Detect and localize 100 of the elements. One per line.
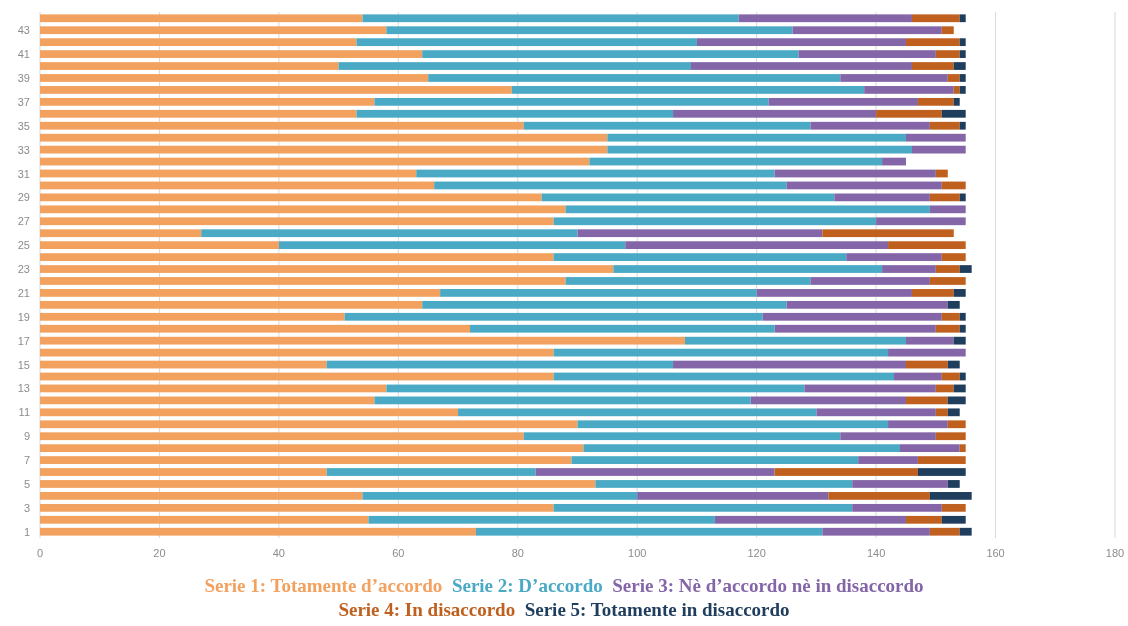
y-tick-label: 33 — [17, 143, 30, 156]
text: Serie 2: D’accordo — [442, 575, 603, 596]
x-tick-label: 0 — [36, 547, 44, 559]
bar — [386, 26, 793, 35]
bar — [959, 38, 966, 47]
y-tick-label: 31 — [17, 167, 30, 180]
y-tick-label: 23 — [17, 263, 30, 276]
bar — [40, 50, 423, 58]
bar — [929, 277, 966, 285]
bar — [374, 396, 751, 405]
bar — [888, 420, 948, 429]
bar — [911, 14, 960, 23]
bar — [40, 157, 590, 166]
bar — [607, 133, 906, 142]
bar — [440, 289, 757, 297]
bar — [929, 492, 972, 500]
bar — [511, 86, 865, 94]
bar — [374, 97, 769, 106]
bar — [953, 86, 960, 94]
y-tick-label: 43 — [17, 24, 30, 37]
bar — [905, 515, 942, 524]
bar — [40, 277, 566, 285]
bar — [941, 312, 960, 321]
y-tick-label: 7 — [23, 454, 30, 467]
bar — [941, 515, 966, 524]
y-tick-label: 41 — [17, 48, 30, 61]
bar — [368, 515, 715, 524]
bar — [762, 312, 942, 321]
bar — [959, 312, 966, 321]
bar — [428, 74, 841, 82]
bar — [40, 348, 554, 357]
bar — [911, 145, 966, 154]
bar — [905, 133, 966, 142]
bar — [947, 360, 960, 369]
bar — [953, 289, 966, 297]
bar — [362, 14, 739, 23]
bar — [941, 181, 966, 190]
bar — [959, 121, 966, 130]
bar — [929, 193, 960, 202]
bar — [911, 62, 954, 70]
bar — [40, 253, 554, 261]
bar — [822, 527, 930, 536]
bar — [774, 169, 936, 178]
bar — [917, 456, 966, 464]
bar — [828, 492, 930, 500]
text: Serie 3: Nè d’accordo nè in disaccordo — [602, 575, 924, 596]
bar — [953, 97, 960, 106]
bar — [947, 408, 960, 417]
bar — [935, 432, 966, 441]
bar — [565, 277, 811, 285]
bar — [553, 253, 847, 261]
y-tick-label: 3 — [23, 501, 30, 514]
y-tick-label: 37 — [17, 95, 30, 108]
bar — [810, 121, 930, 130]
y-tick-label: 17 — [17, 334, 30, 347]
bar — [40, 480, 596, 488]
bar — [553, 503, 853, 512]
bar — [714, 515, 906, 524]
bar — [935, 265, 960, 273]
bar — [953, 336, 966, 345]
bar — [840, 432, 936, 441]
bar — [882, 157, 906, 166]
bar — [40, 336, 685, 345]
bar — [947, 480, 960, 488]
bar — [792, 26, 942, 35]
bar — [278, 241, 626, 250]
bar — [571, 456, 859, 464]
y-tick-label: 21 — [17, 286, 30, 299]
bar — [810, 277, 930, 285]
bar — [40, 372, 554, 381]
bar — [523, 432, 841, 441]
bar — [959, 372, 966, 381]
bar — [696, 38, 906, 47]
bar — [416, 169, 775, 178]
y-tick-label: 1 — [23, 525, 30, 538]
bar — [625, 241, 889, 250]
bar — [356, 109, 674, 118]
bar — [422, 50, 799, 58]
bar — [840, 74, 948, 82]
bar — [386, 384, 805, 393]
bar — [804, 384, 936, 393]
bar — [40, 109, 357, 118]
bar — [40, 360, 327, 369]
bar — [876, 217, 966, 226]
bar — [774, 468, 918, 476]
bar — [40, 133, 608, 142]
bar — [40, 265, 614, 273]
bar — [553, 348, 889, 357]
bar — [917, 97, 954, 106]
bar — [959, 86, 966, 94]
bar — [40, 492, 363, 500]
x-tick-label: 60 — [392, 547, 405, 559]
y-tick-label: 35 — [17, 119, 30, 132]
bar — [40, 14, 363, 23]
bar — [905, 360, 948, 369]
bar — [935, 408, 948, 417]
bar — [40, 503, 554, 512]
bar — [959, 14, 966, 23]
bar — [458, 408, 817, 417]
x-tick-label: 40 — [272, 547, 286, 559]
